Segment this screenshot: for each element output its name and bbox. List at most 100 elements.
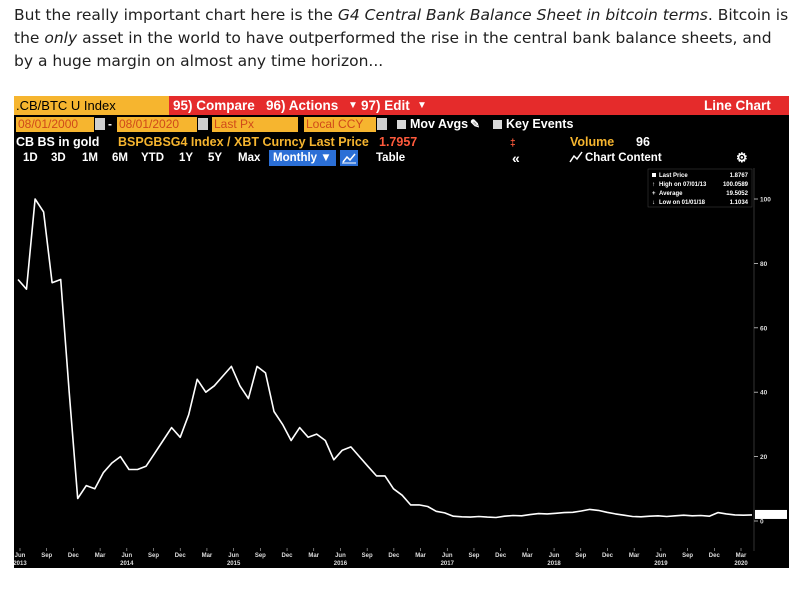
frequency-label: Monthly bbox=[273, 152, 318, 164]
x-tick-month-label: Mar bbox=[202, 553, 213, 559]
x-tick-year-label: 2015 bbox=[227, 561, 241, 567]
volume-label: Volume bbox=[570, 135, 615, 149]
x-tick-month-label: Mar bbox=[308, 553, 319, 559]
chart-type-label[interactable]: Line Chart bbox=[704, 98, 771, 113]
series-line bbox=[17, 198, 753, 519]
legend-last-price-value: 1.8767 bbox=[730, 173, 749, 179]
legend-average-value: 19.5052 bbox=[726, 191, 748, 197]
line-chart[interactable]: 0 20 40 60 80 100 Jun 2013 Sep Dec Mar Jun 2014 Sep D… bbox=[14, 96, 789, 568]
table-button[interactable]: Table bbox=[376, 152, 406, 164]
timeframe-1d[interactable]: 1D bbox=[23, 152, 38, 164]
series-bar: CB BS in gold BSPGBSG4 Index / XBT Curnc… bbox=[14, 134, 789, 151]
volume-icon: ‡ bbox=[510, 138, 516, 149]
price-field[interactable]: Last Px bbox=[212, 117, 298, 132]
x-tick-month-label: Mar bbox=[629, 553, 640, 559]
intro-text-3: asset in the world to have outperformed … bbox=[14, 29, 772, 70]
bloomberg-terminal: .CB/BTC U Index 95) Compare 96) Actions … bbox=[14, 96, 789, 568]
legend-low-label: Low on 01/01/18 bbox=[659, 200, 706, 206]
timeframe-ytd[interactable]: YTD bbox=[141, 152, 164, 164]
x-axis: Jun 2013 Sep Dec Mar Jun 2014 Sep Dec Mar Jun 2015 S… bbox=[14, 548, 748, 567]
y-tick-label: 20 bbox=[760, 454, 768, 461]
frequency-select[interactable]: Monthly ▼ bbox=[269, 150, 336, 166]
x-tick-year-label: 2019 bbox=[654, 561, 668, 567]
x-tick-month-label: Dec bbox=[68, 553, 80, 559]
timeframe-max[interactable]: Max bbox=[238, 152, 261, 164]
legend-high-marker: ↑ bbox=[652, 182, 655, 188]
start-date-field[interactable]: 08/01/2000 bbox=[16, 117, 94, 132]
mov-avgs-label[interactable]: Mov Avgs bbox=[410, 117, 469, 131]
x-tick-month-label: Jun bbox=[442, 553, 453, 559]
frequency-dropdown-icon: ▼ bbox=[320, 152, 332, 164]
x-tick-month-label: Jun bbox=[549, 553, 560, 559]
timeframe-1y[interactable]: 1Y bbox=[179, 152, 194, 164]
chart-content-icon[interactable] bbox=[569, 150, 583, 166]
timeframe-6m[interactable]: 6M bbox=[112, 152, 128, 164]
x-tick-month-label: Sep bbox=[468, 553, 479, 559]
x-tick-month-label: Dec bbox=[602, 553, 614, 559]
end-date-field[interactable]: 08/01/2020 bbox=[117, 117, 197, 132]
timeframe-1m[interactable]: 1M bbox=[82, 152, 98, 164]
x-tick-month-label: Mar bbox=[522, 553, 533, 559]
x-tick-month-label: Mar bbox=[415, 553, 426, 559]
settings-bar: 08/01/2000 - 08/01/2020 Last Px Local CC… bbox=[14, 116, 789, 134]
compare-button[interactable]: 95) Compare bbox=[173, 98, 255, 113]
x-tick-month-label: Dec bbox=[495, 553, 507, 559]
mov-avgs-checkbox[interactable] bbox=[397, 120, 406, 129]
x-tick-year-label: 2017 bbox=[441, 561, 455, 567]
series-value: 1.7957 bbox=[379, 135, 418, 149]
legend-last-price-label: Last Price bbox=[659, 173, 688, 179]
intro-text-2: . Bitcoin is the bbox=[14, 6, 789, 47]
settings-gear-icon[interactable]: ⚙ bbox=[736, 150, 748, 165]
intro-emphasis-1: G4 Central Bank Balance Sheet in bitcoin… bbox=[337, 6, 708, 24]
intro-emphasis-2: only bbox=[44, 29, 78, 47]
ticker-field[interactable]: .CB/BTC U Index bbox=[14, 96, 169, 115]
x-tick-year-label: 2013 bbox=[14, 561, 27, 567]
key-events-label[interactable]: Key Events bbox=[506, 117, 574, 131]
currency-select[interactable]: Local CCY bbox=[304, 117, 376, 132]
timeframe-bar: 1D 3D 1M 6M YTD 1Y 5Y Max Monthly ▼ Tabl… bbox=[14, 150, 789, 166]
x-tick-month-label: Dec bbox=[175, 553, 187, 559]
x-tick-year-label: 2018 bbox=[547, 561, 561, 567]
timeframe-5y[interactable]: 5Y bbox=[208, 152, 223, 164]
x-tick-year-label: 2020 bbox=[734, 561, 748, 567]
series-description: BSPGBSG4 Index / XBT Curncy Last Price bbox=[118, 135, 369, 149]
y-tick-label: 0 bbox=[760, 519, 764, 526]
currency-dropdown-icon[interactable] bbox=[377, 118, 387, 130]
edit-button[interactable]: 97) Edit bbox=[361, 98, 410, 113]
pencil-icon[interactable]: ✎ bbox=[470, 117, 481, 131]
x-tick-month-label: Sep bbox=[575, 553, 586, 559]
y-tick-label: 100 bbox=[760, 197, 771, 204]
x-tick-month-label: Jun bbox=[335, 553, 346, 559]
actions-dropdown-icon[interactable]: ▼ bbox=[348, 100, 358, 111]
date-separator: - bbox=[108, 117, 112, 131]
legend-average-marker: + bbox=[652, 191, 656, 197]
intro-text-1: But the really important chart here is t… bbox=[14, 6, 338, 24]
end-calendar-icon[interactable] bbox=[198, 118, 208, 130]
timeframe-3d[interactable]: 3D bbox=[51, 152, 66, 164]
x-tick-month-label: Dec bbox=[709, 553, 721, 559]
legend-high-label: High on 07/01/13 bbox=[659, 182, 707, 188]
x-tick-month-label: Sep bbox=[362, 553, 373, 559]
start-calendar-icon[interactable] bbox=[95, 118, 105, 130]
x-tick-month-label: Jun bbox=[15, 553, 26, 559]
x-tick-month-label: Sep bbox=[148, 553, 159, 559]
y-tick-label: 60 bbox=[760, 325, 768, 332]
x-tick-month-label: Sep bbox=[682, 553, 693, 559]
chart-content-button[interactable]: Chart Content bbox=[585, 152, 662, 164]
actions-button[interactable]: 96) Actions bbox=[266, 98, 339, 113]
edit-dropdown-icon[interactable]: ▼ bbox=[417, 100, 427, 111]
x-tick-month-label: Sep bbox=[41, 553, 52, 559]
key-events-checkbox[interactable] bbox=[493, 120, 502, 129]
command-bar: .CB/BTC U Index 95) Compare 96) Actions … bbox=[14, 96, 789, 115]
y-axis: 0 20 40 60 80 100 bbox=[753, 168, 771, 551]
chart-style-icon[interactable] bbox=[340, 150, 358, 166]
last-price-tag bbox=[755, 509, 787, 519]
x-tick-year-label: 2014 bbox=[120, 561, 134, 567]
legend-average-label: Average bbox=[659, 191, 683, 197]
x-tick-month-label: Jun bbox=[228, 553, 239, 559]
last-price-marker bbox=[755, 509, 787, 519]
legend-low-marker: ↓ bbox=[652, 200, 655, 206]
collapse-icon[interactable]: « bbox=[512, 150, 520, 166]
chart-legend: Last Price 1.8767 ↑ High on 07/01/13 100… bbox=[647, 168, 753, 208]
x-tick-year-label: 2016 bbox=[334, 561, 348, 567]
